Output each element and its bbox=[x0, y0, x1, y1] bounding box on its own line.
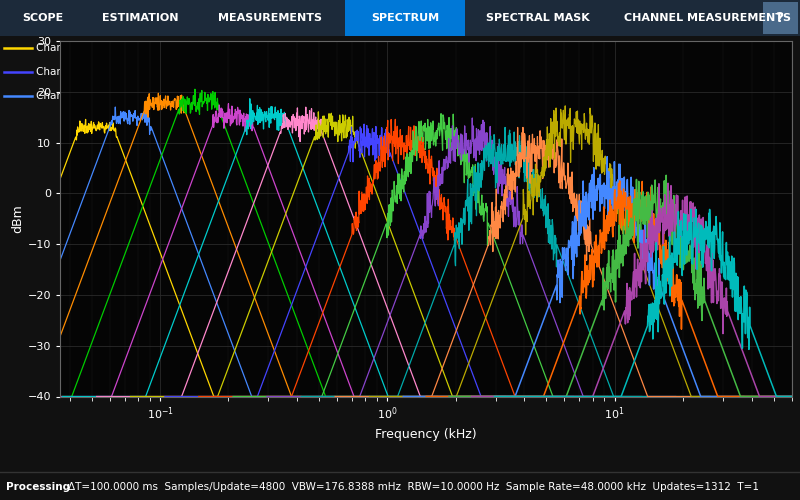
Text: ΔT=100.0000 ms  Samples/Update=4800  VBW=176.8388 mHz  RBW=10.0000 Hz  Sample Ra: ΔT=100.0000 ms Samples/Update=4800 VBW=1… bbox=[68, 482, 759, 492]
Y-axis label: dBm: dBm bbox=[12, 204, 25, 233]
Text: Channel 4: Channel 4 bbox=[336, 43, 389, 53]
Text: Channel 14: Channel 14 bbox=[536, 67, 595, 77]
Bar bbox=[465, 0, 610, 36]
Text: Channel 2: Channel 2 bbox=[136, 43, 189, 53]
Bar bbox=[195, 0, 345, 36]
Text: Channel 6: Channel 6 bbox=[536, 43, 589, 53]
Text: ?: ? bbox=[777, 11, 785, 25]
Text: Channel 15: Channel 15 bbox=[636, 67, 695, 77]
Text: Channel 17: Channel 17 bbox=[136, 91, 195, 101]
Text: ESTIMATION: ESTIMATION bbox=[102, 13, 178, 23]
Text: Channel 13: Channel 13 bbox=[436, 67, 495, 77]
Text: Channel 10: Channel 10 bbox=[136, 67, 195, 77]
Text: SPECTRAL MASK: SPECTRAL MASK bbox=[486, 13, 590, 23]
Text: Channel 18: Channel 18 bbox=[236, 91, 295, 101]
Text: Channel 3: Channel 3 bbox=[236, 43, 289, 53]
Text: Channel 1: Channel 1 bbox=[36, 43, 89, 53]
Bar bbox=[763, 2, 798, 34]
Text: Channel 9: Channel 9 bbox=[36, 67, 89, 77]
Bar bbox=[610, 0, 800, 36]
Bar bbox=[345, 0, 465, 36]
X-axis label: Frequency (kHz): Frequency (kHz) bbox=[375, 428, 477, 440]
Text: CHANNEL MEASUREMENTS: CHANNEL MEASUREMENTS bbox=[624, 13, 791, 23]
Text: Channel 5: Channel 5 bbox=[436, 43, 489, 53]
Bar bbox=[85, 0, 195, 36]
Text: Channel 20: Channel 20 bbox=[436, 91, 495, 101]
Text: Channel 8: Channel 8 bbox=[736, 43, 789, 53]
Text: Channel 7: Channel 7 bbox=[636, 43, 689, 53]
Text: Channel 12: Channel 12 bbox=[336, 67, 395, 77]
Bar bbox=[0, 0, 85, 36]
Text: SCOPE: SCOPE bbox=[22, 13, 63, 23]
Text: Channel 11: Channel 11 bbox=[236, 67, 295, 77]
Text: MEASUREMENTS: MEASUREMENTS bbox=[218, 13, 322, 23]
Text: SPECTRUM: SPECTRUM bbox=[371, 13, 439, 23]
Text: Channel 16: Channel 16 bbox=[36, 91, 95, 101]
Text: Processing: Processing bbox=[6, 482, 70, 492]
Text: Channel 19: Channel 19 bbox=[336, 91, 395, 101]
